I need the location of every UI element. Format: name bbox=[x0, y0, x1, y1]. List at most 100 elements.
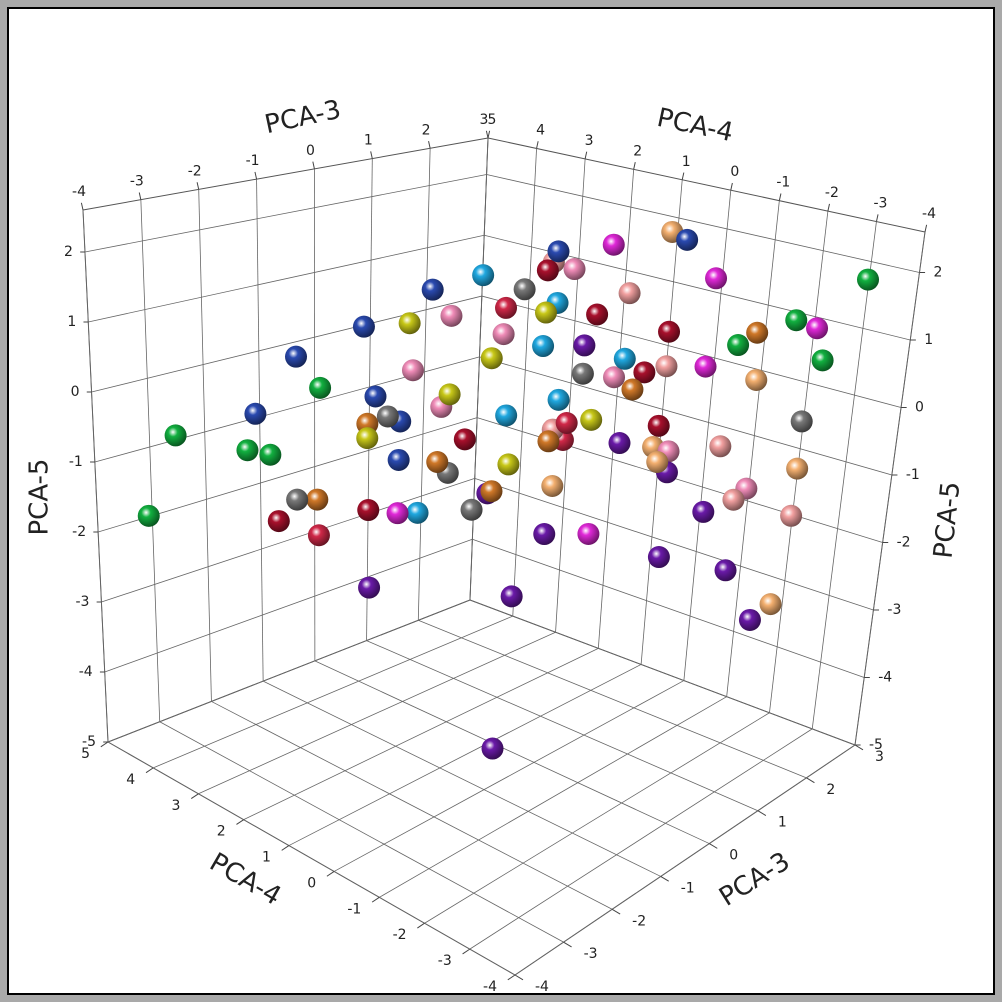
data-point bbox=[440, 304, 463, 327]
y-tick-label: -4 bbox=[483, 979, 497, 995]
data-point bbox=[534, 301, 557, 324]
tick-mark bbox=[80, 202, 84, 211]
y-tick-label: -3 bbox=[873, 196, 887, 212]
y-tick-label: 4 bbox=[126, 772, 135, 788]
grid-line bbox=[469, 728, 813, 950]
y-tick-label: 3 bbox=[585, 133, 594, 149]
data-point bbox=[811, 349, 834, 372]
tick-mark bbox=[660, 875, 669, 882]
tick-mark bbox=[778, 193, 782, 201]
x-tick-label: 0 bbox=[306, 143, 315, 159]
z-tick-label: -2 bbox=[72, 524, 86, 540]
grid-line bbox=[107, 741, 516, 976]
grid-line bbox=[512, 148, 537, 617]
z-tick-label: -2 bbox=[897, 535, 911, 551]
data-point bbox=[244, 402, 267, 425]
data-point bbox=[746, 321, 769, 344]
grid-line bbox=[101, 478, 475, 603]
grid-line bbox=[366, 640, 759, 812]
grid-line bbox=[474, 478, 874, 611]
tick-mark bbox=[417, 922, 425, 929]
z-tick-label: -1 bbox=[906, 467, 920, 483]
tick-mark bbox=[100, 741, 109, 748]
data-point bbox=[621, 378, 644, 401]
z-tick-label: 0 bbox=[915, 400, 924, 416]
tick-mark bbox=[138, 192, 142, 200]
grid-line bbox=[88, 234, 485, 323]
z-tick-label: 2 bbox=[933, 265, 942, 281]
tick-mark bbox=[236, 819, 244, 825]
z-tick-label: 0 bbox=[71, 384, 80, 400]
data-point bbox=[500, 585, 523, 608]
y-tick-label: -2 bbox=[825, 185, 839, 201]
tick-mark bbox=[681, 172, 685, 180]
grid-line bbox=[159, 721, 564, 943]
y-tick-label: 5 bbox=[81, 746, 90, 762]
data-point bbox=[472, 264, 495, 287]
grid-line bbox=[514, 744, 856, 976]
data-point bbox=[426, 451, 449, 474]
data-point bbox=[692, 500, 715, 523]
grid-line bbox=[726, 200, 780, 697]
data-point bbox=[806, 317, 829, 340]
tick-mark bbox=[563, 941, 572, 948]
y-tick-label: -1 bbox=[776, 175, 790, 191]
data-point bbox=[492, 323, 515, 346]
grid-line bbox=[314, 660, 710, 844]
x-tick-label: -3 bbox=[130, 174, 144, 190]
grid-line bbox=[153, 615, 513, 769]
data-point bbox=[709, 435, 732, 458]
z-tick-label: 1 bbox=[67, 314, 76, 330]
data-point bbox=[759, 593, 782, 616]
data-point bbox=[358, 576, 381, 599]
data-point bbox=[406, 501, 429, 524]
data-point bbox=[306, 488, 329, 511]
grid-line bbox=[333, 680, 685, 872]
tick-mark bbox=[371, 896, 380, 903]
data-point bbox=[705, 267, 728, 290]
data-point bbox=[633, 361, 656, 384]
data-point bbox=[780, 504, 803, 527]
tick-mark bbox=[326, 871, 335, 877]
y-tick-label: -1 bbox=[347, 901, 361, 917]
grid-line bbox=[418, 619, 807, 779]
y-tick-label: -2 bbox=[393, 927, 407, 943]
data-point bbox=[647, 414, 670, 437]
data-point bbox=[495, 404, 518, 427]
tick-mark bbox=[507, 974, 516, 981]
x-tick-label: 3 bbox=[480, 112, 489, 128]
x-tick-label: -1 bbox=[246, 153, 260, 169]
data-point bbox=[267, 510, 290, 533]
data-point bbox=[738, 608, 761, 631]
data-point bbox=[547, 240, 570, 263]
x-tick-label: 2 bbox=[422, 122, 431, 138]
data-point bbox=[571, 362, 594, 385]
x-tick-label: -2 bbox=[188, 163, 202, 179]
tick-mark bbox=[485, 130, 489, 139]
z-tick-label: -3 bbox=[887, 602, 901, 618]
tick-mark bbox=[584, 151, 588, 159]
data-point bbox=[286, 488, 309, 511]
data-point bbox=[480, 480, 503, 503]
data-point bbox=[602, 233, 625, 256]
tick-mark bbox=[428, 140, 431, 149]
y-tick-label: 2 bbox=[217, 824, 226, 840]
data-point bbox=[727, 334, 750, 357]
tick-mark bbox=[611, 908, 621, 915]
y-tick-label: 5 bbox=[488, 112, 497, 128]
data-point bbox=[586, 303, 609, 326]
data-point bbox=[658, 320, 681, 343]
plot-frame bbox=[7, 7, 995, 995]
data-point bbox=[618, 282, 641, 305]
grid-line bbox=[211, 701, 613, 910]
x-tick-label: -1 bbox=[681, 880, 695, 896]
data-point bbox=[541, 475, 564, 498]
tick-mark bbox=[730, 182, 733, 191]
tick-mark bbox=[514, 974, 524, 981]
data-point bbox=[603, 366, 626, 389]
z-tick-label: -5 bbox=[869, 737, 883, 753]
data-point bbox=[137, 504, 160, 527]
data-point bbox=[577, 522, 600, 545]
x-tick-label: -3 bbox=[584, 946, 598, 962]
